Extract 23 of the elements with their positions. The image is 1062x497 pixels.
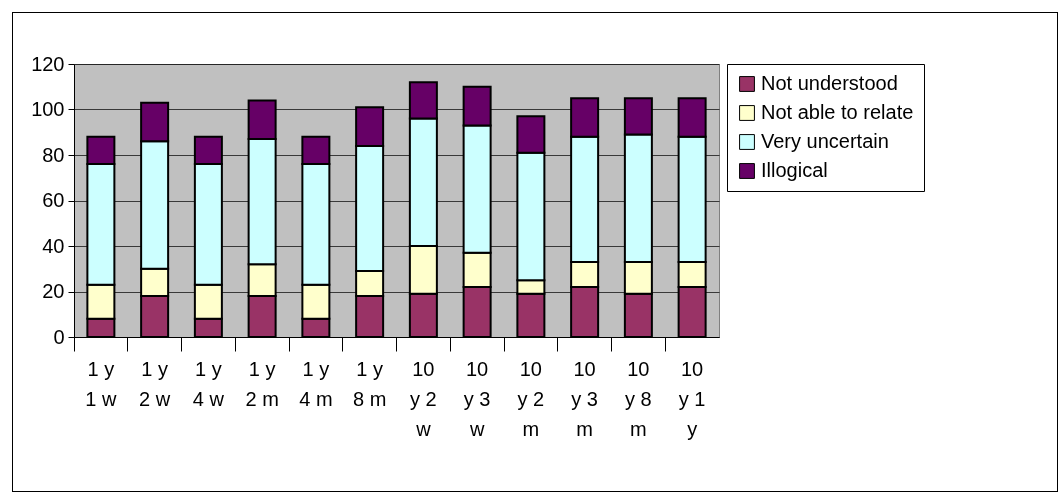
- x-tick-label: 1 y 4 m: [299, 357, 333, 410]
- y-tick-label: 40: [42, 234, 65, 257]
- x-tick-label: 1 y 8 m: [352, 357, 387, 410]
- y-tick-label: 20: [42, 280, 65, 302]
- x-tick-label: 10 y 2 w: [410, 357, 437, 440]
- x-tick-label: 10 y 3 w: [463, 357, 491, 440]
- x-tick-label: 10 y 3 m: [571, 357, 598, 440]
- legend-label: Not understood: [761, 72, 898, 94]
- y-tick-label: 60: [42, 189, 65, 211]
- legend-label: Not able to relate: [761, 101, 914, 123]
- x-tick-label: 10 y 1 y: [678, 357, 706, 440]
- x-tick-label: 10 y 2 m: [517, 357, 545, 440]
- legend-label: Very uncertain: [761, 130, 889, 152]
- x-tick-label: 1 y 1 w: [85, 357, 117, 410]
- y-tick-label: 80: [42, 143, 65, 166]
- x-tick-label: 1 y 2 w: [139, 357, 171, 410]
- x-tick-label: 1 y 4 w: [192, 357, 225, 410]
- x-tick-label: 10 y 8 m: [625, 357, 652, 440]
- y-tick-label: 120: [31, 52, 65, 75]
- x-tick-label: 1 y 2 m: [245, 357, 279, 410]
- legend-label: Illogical: [761, 159, 828, 181]
- y-tick-label: 0: [53, 325, 65, 348]
- y-tick-label: 100: [31, 98, 65, 120]
